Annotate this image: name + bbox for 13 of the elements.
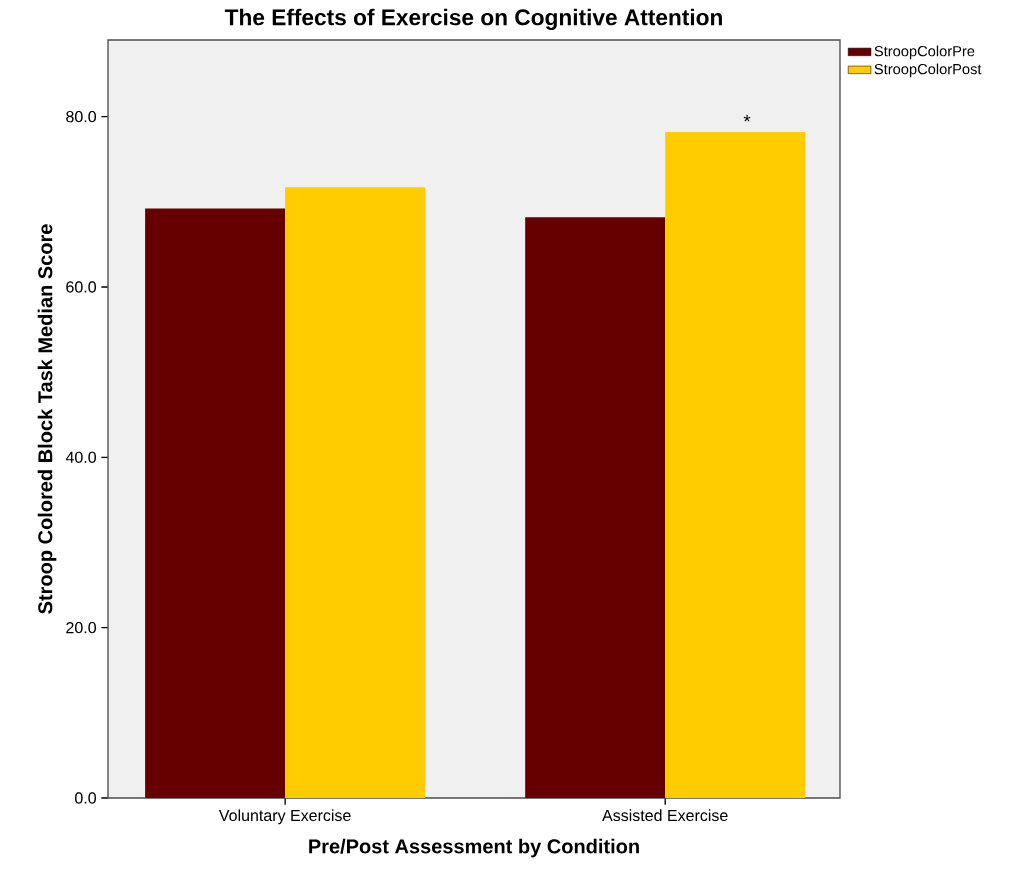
y-tick-label: 0.0: [75, 792, 97, 804]
y-axis-title: Stroop Colored Block Task Median Score: [37, 224, 57, 614]
x-tick-label: Voluntary Exercise: [218, 809, 351, 825]
annotation: *: [743, 114, 751, 122]
x-tick-label: Assisted Exercise: [602, 809, 728, 822]
y-tick-label: 20.0: [66, 621, 97, 634]
y-tick-label: 40.0: [65, 451, 97, 463]
legend-label: StroopColorPre: [874, 45, 975, 60]
y-tick-label: 60.0: [66, 281, 97, 293]
chart-title: The Effects of Exercise on Cognitive Attention: [224, 8, 722, 30]
legend-label: StroopColorPost: [874, 63, 982, 78]
x-axis-title: Pre/Post Assessment by Condition: [309, 838, 639, 858]
y-tick-label: 80.0: [66, 110, 97, 123]
